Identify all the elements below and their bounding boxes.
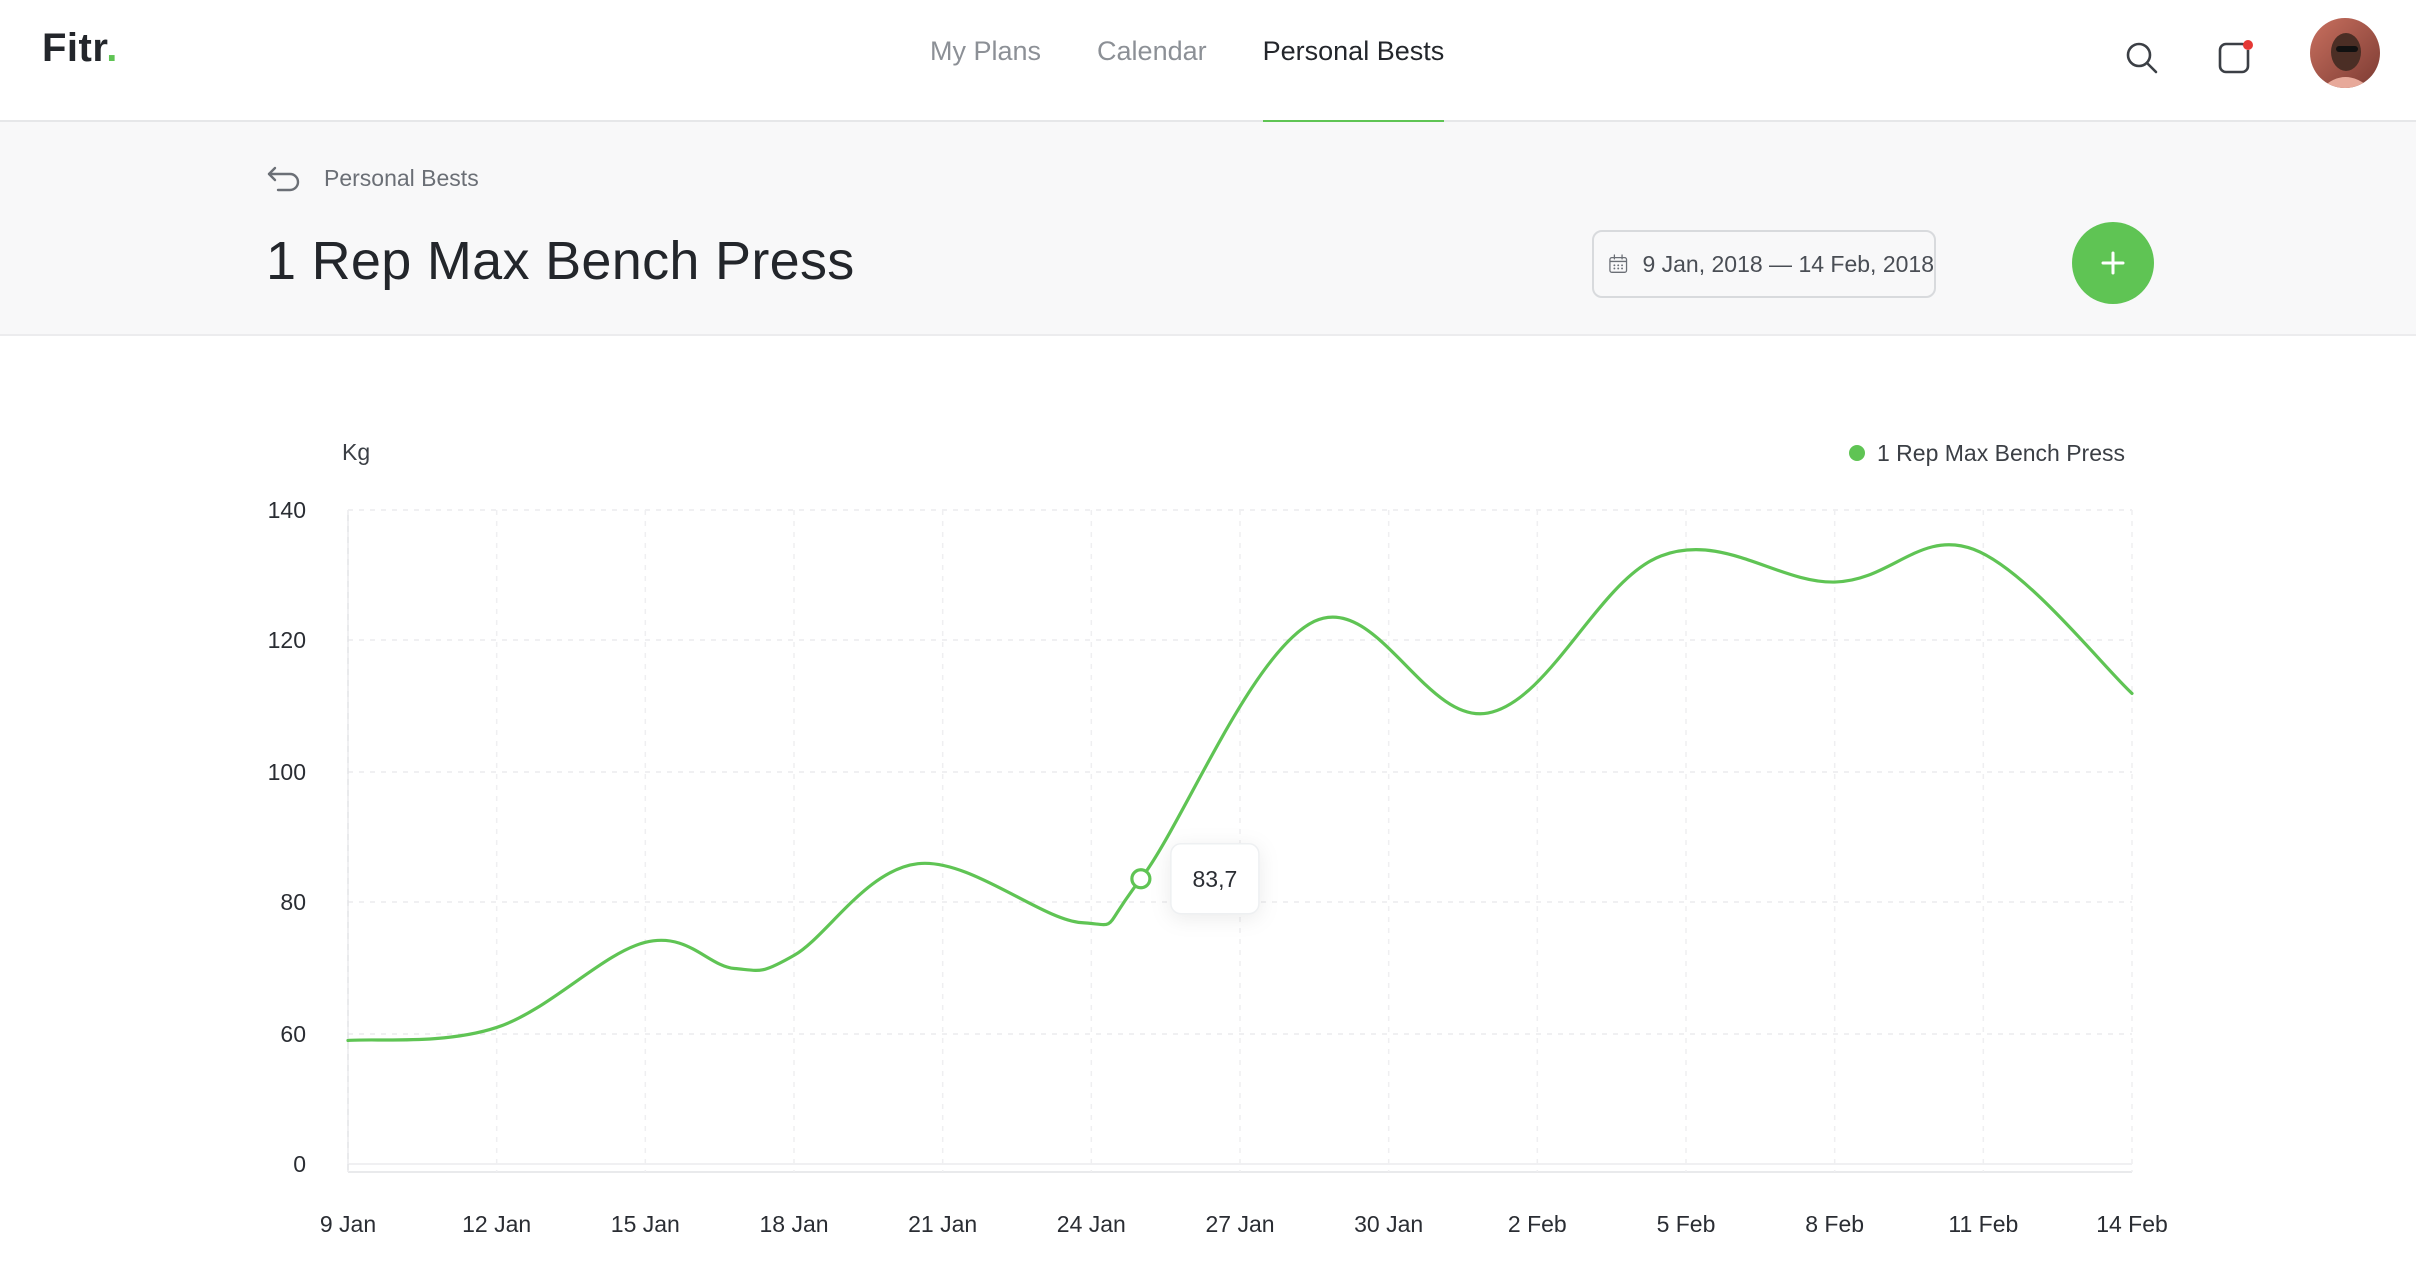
notification-icon bbox=[2218, 40, 2254, 74]
tooltip-value: 83,7 bbox=[1193, 866, 1238, 892]
page-title: 1 Rep Max Bench Press bbox=[266, 231, 855, 291]
chart-area: 140 120 100 80 60 0 9 Jan 12 Jan 15 Jan 18 Jan 21… bbox=[0, 336, 2416, 1280]
nav-item-calendar[interactable]: Calendar bbox=[1097, 36, 1207, 66]
x-tick-label: 9 Jan bbox=[320, 1211, 376, 1237]
y-tick-label: 60 bbox=[280, 1021, 306, 1047]
legend-swatch bbox=[1849, 445, 1865, 461]
chart-grid bbox=[347, 509, 2133, 1173]
x-tick-label: 21 Jan bbox=[908, 1211, 977, 1237]
chart-legend: 1 Rep Max Bench Press bbox=[1849, 440, 2125, 466]
avatar-image bbox=[2310, 18, 2380, 88]
date-range-picker[interactable]: 9 Jan, 2018 — 14 Feb, 2018 bbox=[1592, 230, 1936, 298]
y-tick-label: 120 bbox=[268, 627, 306, 653]
y-axis: 140 120 100 80 60 0 bbox=[268, 497, 306, 1177]
highlight-point[interactable] bbox=[1130, 868, 1152, 890]
line-chart[interactable]: 140 120 100 80 60 0 9 Jan 12 Jan 15 Jan 18 Jan 21… bbox=[0, 336, 2416, 1280]
breadcrumb-label: Personal Bests bbox=[324, 164, 479, 191]
logo[interactable]: Fitr. bbox=[42, 26, 118, 71]
x-tick-label: 15 Jan bbox=[611, 1211, 680, 1237]
y-tick-label: 80 bbox=[280, 889, 306, 915]
x-tick-label: 30 Jan bbox=[1354, 1211, 1423, 1237]
logo-text: Fitr bbox=[42, 26, 107, 70]
tooltip: 83,7 bbox=[1170, 843, 1260, 915]
nav-item-my-plans[interactable]: My Plans bbox=[930, 36, 1042, 66]
x-tick-label: 11 Feb bbox=[1948, 1211, 2018, 1237]
x-tick-label: 14 Feb bbox=[2096, 1211, 2168, 1237]
tooltip-box bbox=[1170, 843, 1260, 915]
nav-item-personal-bests[interactable]: Personal Bests bbox=[1262, 0, 1444, 124]
date-range-text: 9 Jan, 2018 — 14 Feb, 2018 bbox=[1642, 250, 1934, 277]
x-tick-label: 8 Feb bbox=[1805, 1211, 1864, 1237]
y-tick-label: 0 bbox=[293, 1151, 306, 1177]
search-icon bbox=[2126, 42, 2158, 74]
x-tick-label: 18 Jan bbox=[759, 1211, 828, 1237]
y-tick-label: 140 bbox=[268, 497, 306, 523]
y-axis-label: Kg bbox=[342, 439, 370, 465]
calendar-icon bbox=[1609, 254, 1628, 273]
search-button[interactable] bbox=[2112, 28, 2172, 88]
avatar[interactable] bbox=[2310, 18, 2380, 88]
notification-dot bbox=[2243, 40, 2253, 50]
logo-dot: . bbox=[106, 26, 118, 70]
legend-label: 1 Rep Max Bench Press bbox=[1877, 440, 2125, 466]
y-tick-label: 100 bbox=[268, 759, 306, 785]
x-tick-label: 2 Feb bbox=[1508, 1211, 1567, 1237]
notifications-button[interactable] bbox=[2206, 28, 2266, 88]
x-tick-label: 27 Jan bbox=[1205, 1211, 1274, 1237]
main-nav: My Plans Calendar Personal Bests bbox=[930, 0, 1500, 124]
plus-icon bbox=[2101, 251, 2125, 275]
breadcrumb[interactable]: Personal Bests bbox=[266, 164, 479, 192]
x-tick-label: 5 Feb bbox=[1657, 1211, 1716, 1237]
x-axis: 9 Jan 12 Jan 15 Jan 18 Jan 21 Jan 24 Jan 27 Ja… bbox=[320, 1211, 2168, 1237]
top-navigation-bar: Fitr. My Plans Calendar Personal Bests bbox=[0, 0, 2416, 124]
back-arrow-icon bbox=[267, 166, 300, 192]
add-record-button[interactable] bbox=[2072, 222, 2154, 304]
x-tick-label: 24 Jan bbox=[1057, 1211, 1126, 1237]
data-points bbox=[1130, 868, 1152, 890]
x-tick-label: 12 Jan bbox=[462, 1211, 531, 1237]
series-line bbox=[346, 543, 2134, 1043]
page-header: Personal Bests 1 Rep Max Bench Press 9 J… bbox=[0, 122, 2416, 336]
